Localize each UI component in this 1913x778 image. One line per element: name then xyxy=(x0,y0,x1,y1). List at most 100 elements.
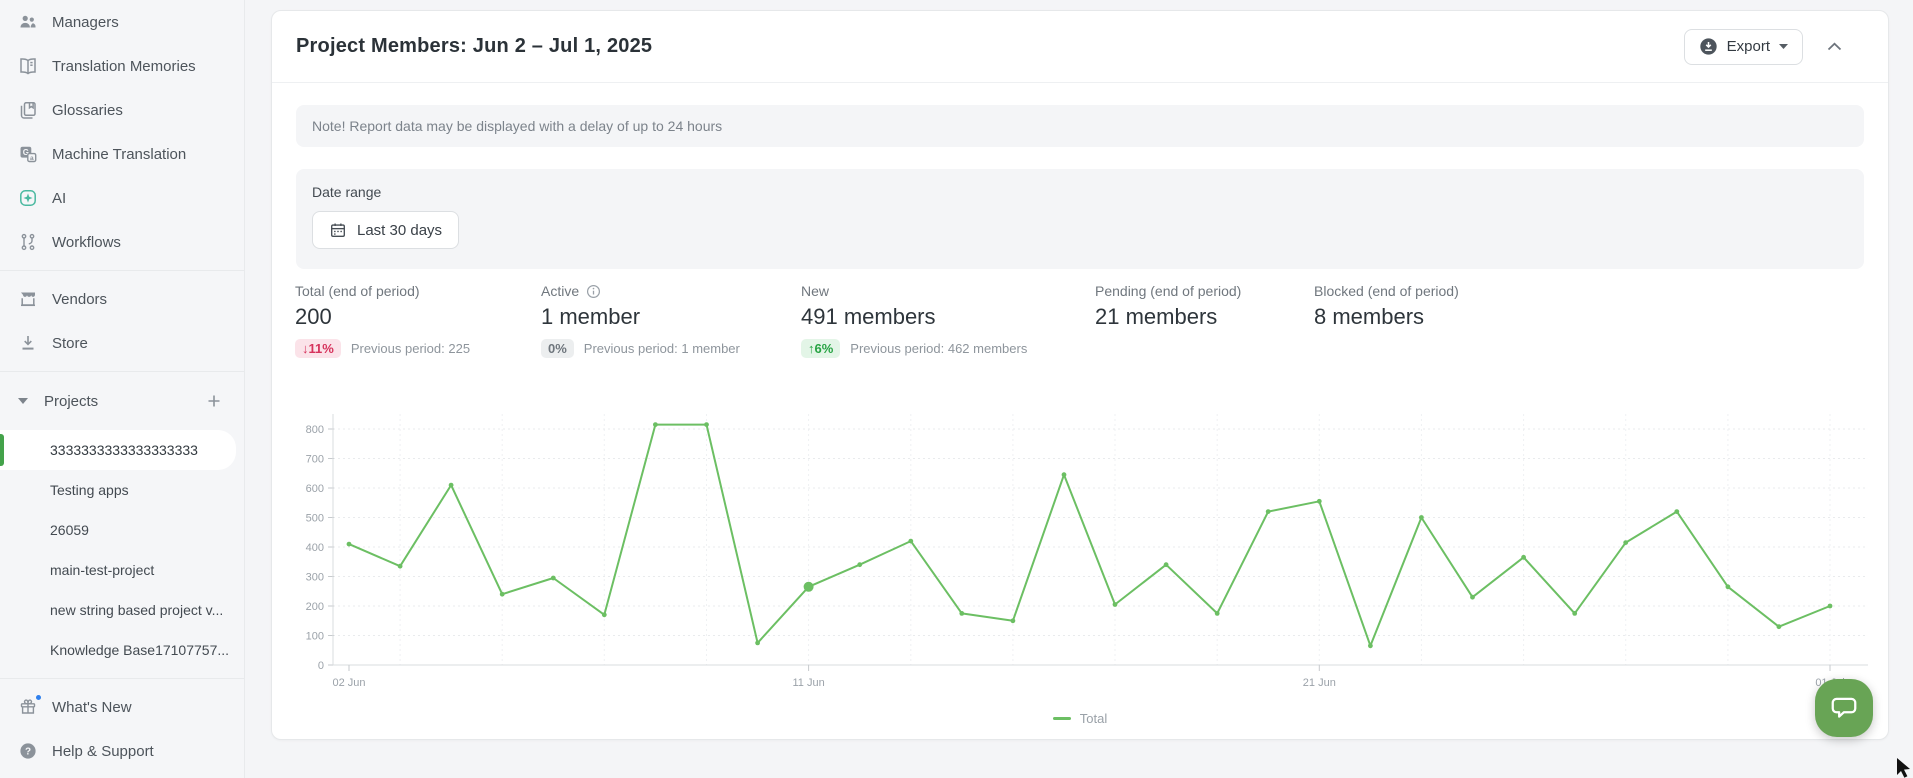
project-label: 3333333333333333333 xyxy=(50,442,198,458)
project-label: 26059 xyxy=(50,522,89,538)
caret-down-icon[interactable] xyxy=(18,398,28,404)
svg-text:700: 700 xyxy=(306,454,324,466)
export-button[interactable]: Export xyxy=(1683,28,1803,65)
date-range-value: Last 30 days xyxy=(357,221,443,239)
stat-label: Blocked (end of period) xyxy=(1314,283,1459,299)
svg-text:?: ? xyxy=(25,746,31,757)
chart-legend[interactable]: Total xyxy=(272,711,1888,726)
help-icon: ? xyxy=(18,741,38,761)
sidebar-item-translation-memories[interactable]: Translation Memories xyxy=(0,44,244,88)
sidebar-item-label: Workflows xyxy=(52,233,121,251)
stat-label: Pending (end of period) xyxy=(1095,283,1242,299)
sidebar-item-label: Machine Translation xyxy=(52,145,187,163)
legend-label: Total xyxy=(1079,711,1108,726)
projects-header-label: Projects xyxy=(44,392,99,410)
sidebar-item-glossaries[interactable]: Glossaries xyxy=(0,88,244,132)
svg-text:500: 500 xyxy=(306,513,324,525)
stat-new: New 491 members ↑6% Previous period: 462… xyxy=(801,283,1027,358)
collapse-panel-button[interactable] xyxy=(1821,36,1848,57)
trend-badge: ↓11% xyxy=(295,339,341,358)
stat-label: Total (end of period) xyxy=(295,283,420,299)
svg-text:a: a xyxy=(30,155,34,162)
sidebar-item-store[interactable]: Store xyxy=(0,321,244,365)
info-icon[interactable] xyxy=(586,284,601,299)
sidebar-item-label: Store xyxy=(52,334,88,352)
project-label: main-test-project xyxy=(50,562,155,578)
stat-active: Active 1 member 0% Previous period: 1 me… xyxy=(541,283,740,358)
stat-value: 200 xyxy=(295,304,332,329)
sidebar-projects-header[interactable]: Projects xyxy=(0,378,244,424)
svg-text:100: 100 xyxy=(306,631,324,643)
previous-period: Previous period: 1 member xyxy=(583,341,740,356)
project-label: Knowledge Base17107757... xyxy=(50,642,230,658)
project-item[interactable]: main-test-project xyxy=(0,550,236,590)
stat-pending: Pending (end of period) 21 members xyxy=(1095,283,1241,330)
stat-value: 8 members xyxy=(1314,304,1425,329)
export-icon xyxy=(1699,37,1718,56)
project-item[interactable]: Testing apps xyxy=(0,470,236,510)
project-item[interactable]: Knowledge Base17107757... xyxy=(0,630,236,670)
svg-text:300: 300 xyxy=(306,572,324,584)
svg-text:0: 0 xyxy=(318,660,324,672)
sidebar-item-label: Vendors xyxy=(52,290,108,308)
project-item-selected[interactable]: 3333333333333333333 xyxy=(0,430,236,470)
stat-value: 21 members xyxy=(1095,304,1218,329)
mouse-cursor xyxy=(1896,758,1913,778)
svg-text:11 Jun: 11 Jun xyxy=(792,677,824,689)
project-label: Testing apps xyxy=(50,482,129,498)
report-header: Project Members: Jun 2 – Jul 1, 2025 Exp… xyxy=(272,11,1888,83)
sidebar-item-ai[interactable]: AI xyxy=(0,176,244,220)
projects-list: 3333333333333333333 Testing apps 26059 m… xyxy=(0,424,244,670)
stat-blocked: Blocked (end of period) 8 members xyxy=(1314,283,1459,330)
sidebar-item-label: Managers xyxy=(52,13,119,31)
chevron-up-icon xyxy=(1827,42,1842,51)
caret-down-icon xyxy=(1779,44,1788,49)
sidebar-item-label: AI xyxy=(52,189,67,207)
sidebar-item-label: Glossaries xyxy=(52,101,123,119)
stat-value: 491 members xyxy=(801,304,936,329)
sidebar-item-help-support[interactable]: ? Help & Support xyxy=(0,729,244,773)
chat-bubble-icon xyxy=(1829,693,1859,723)
stat-label: New xyxy=(801,283,830,299)
vendors-icon xyxy=(18,289,38,309)
sidebar-item-label: Translation Memories xyxy=(52,57,196,75)
svg-text:02 Jun: 02 Jun xyxy=(332,677,365,689)
calendar-icon xyxy=(329,221,347,239)
workflows-icon xyxy=(18,232,38,252)
selected-indicator xyxy=(0,434,4,466)
sidebar-item-label: What's New xyxy=(52,698,132,716)
stat-total: Total (end of period) 200 ↓11% Previous … xyxy=(295,283,470,358)
svg-text:G: G xyxy=(23,148,29,157)
glossaries-icon xyxy=(18,100,38,120)
export-button-label: Export xyxy=(1726,38,1770,55)
svg-text:200: 200 xyxy=(306,601,324,613)
report-card: Project Members: Jun 2 – Jul 1, 2025 Exp… xyxy=(271,10,1889,740)
project-item[interactable]: 26059 xyxy=(0,510,236,550)
svg-text:400: 400 xyxy=(306,542,324,554)
sidebar: Managers Translation Memories Glossaries… xyxy=(0,0,245,778)
sidebar-item-vendors[interactable]: Vendors xyxy=(0,277,244,321)
sidebar-item-managers[interactable]: Managers xyxy=(0,0,244,44)
sidebar-item-workflows[interactable]: Workflows xyxy=(0,220,244,264)
sidebar-divider xyxy=(0,678,244,679)
legend-line-swatch xyxy=(1052,717,1071,720)
add-project-button[interactable] xyxy=(202,389,226,413)
chat-launcher-button[interactable] xyxy=(1815,679,1873,737)
note-text: Note! Report data may be displayed with … xyxy=(312,118,723,134)
stats-row: Total (end of period) 200 ↓11% Previous … xyxy=(272,283,1888,363)
sidebar-divider xyxy=(0,371,244,372)
project-item[interactable]: new string based project v... xyxy=(0,590,236,630)
translation-memories-icon xyxy=(18,56,38,76)
sidebar-item-whats-new[interactable]: What's New xyxy=(0,685,244,729)
ai-icon xyxy=(18,188,38,208)
sidebar-divider xyxy=(0,270,244,271)
store-icon xyxy=(18,333,38,353)
previous-period: Previous period: 225 xyxy=(350,341,471,356)
notification-dot xyxy=(35,694,42,701)
svg-text:21 Jun: 21 Jun xyxy=(1303,677,1336,689)
previous-period: Previous period: 462 members xyxy=(850,341,1028,356)
trend-badge: 0% xyxy=(541,339,574,358)
date-range-button[interactable]: Last 30 days xyxy=(312,211,460,249)
